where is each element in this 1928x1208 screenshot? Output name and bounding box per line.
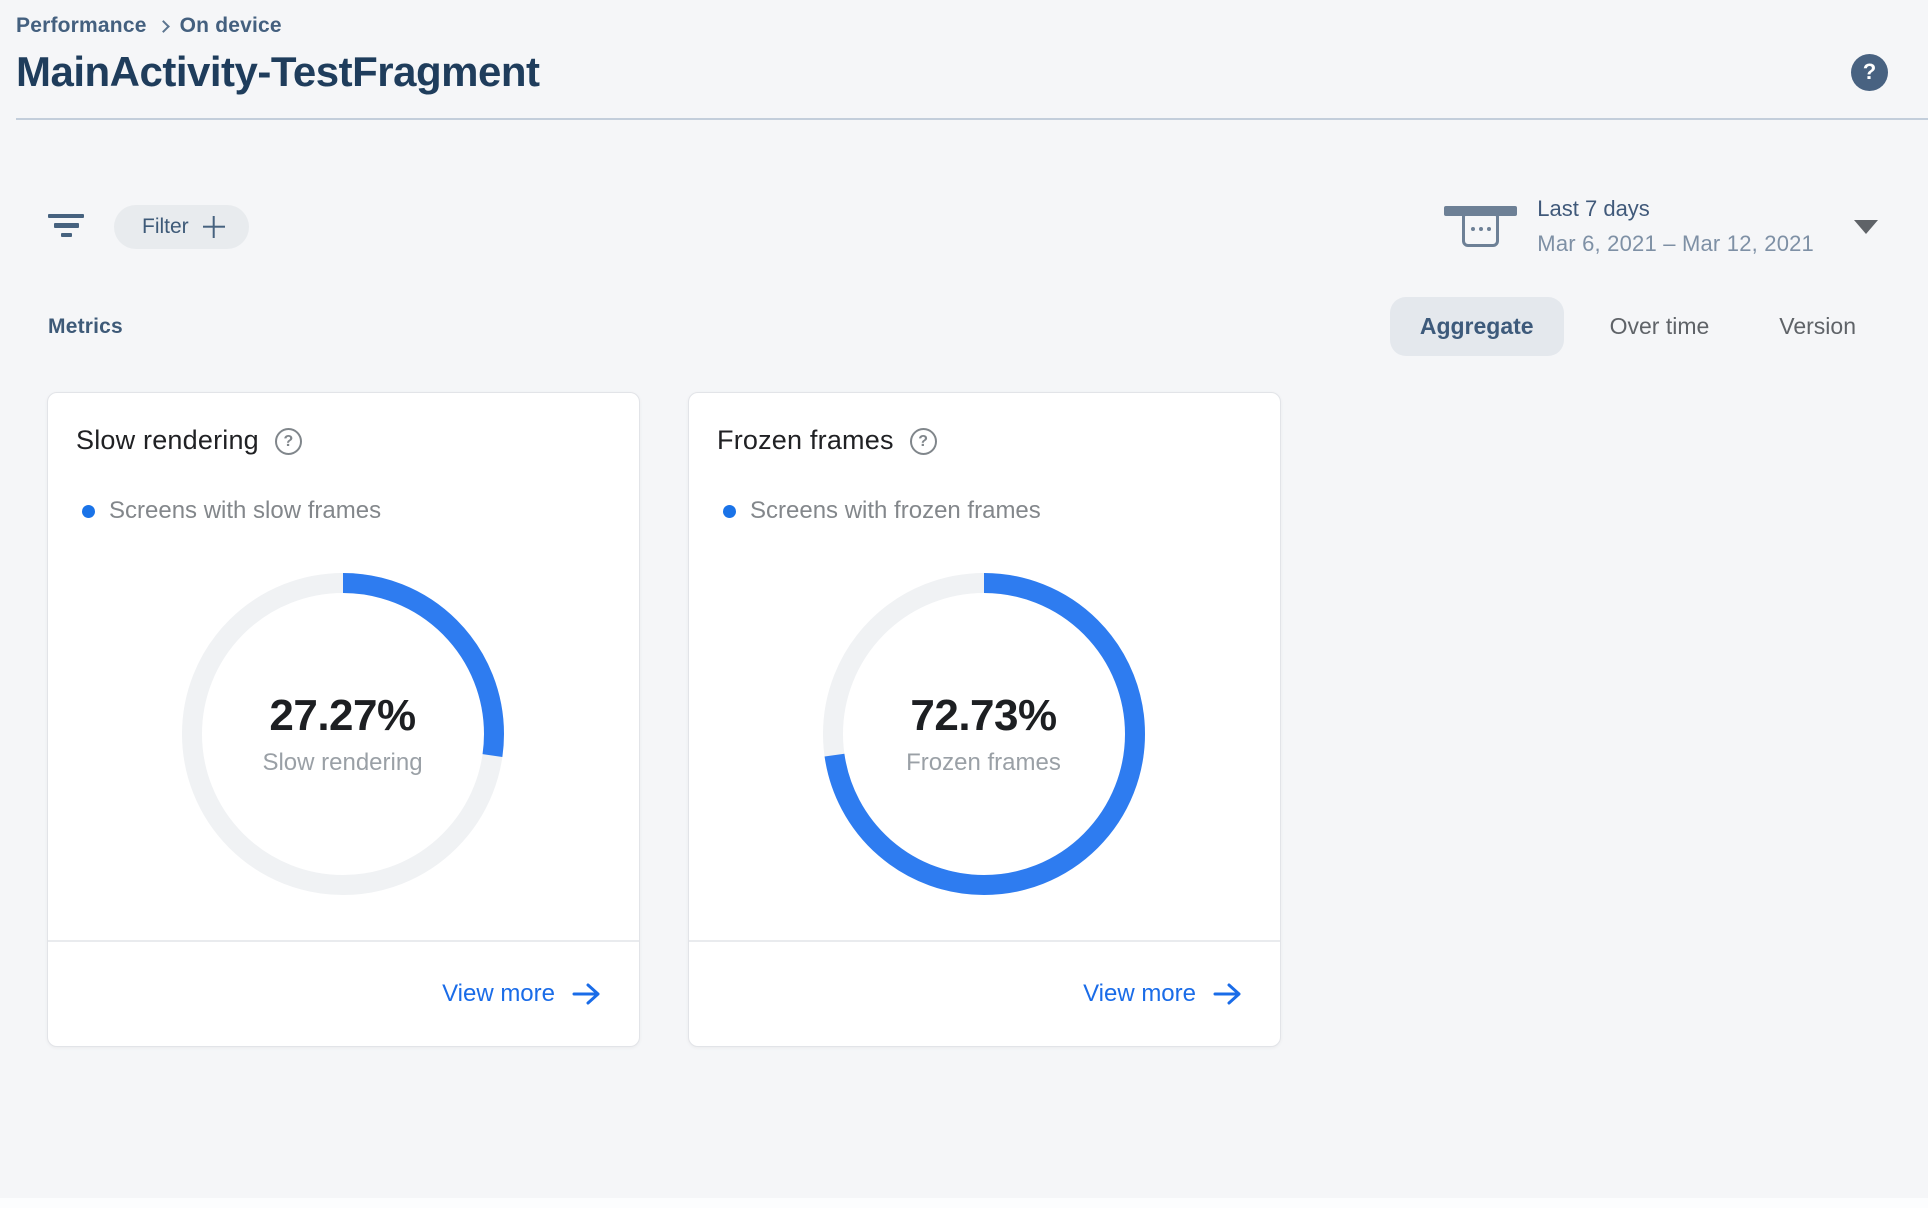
header-divider: [16, 118, 1928, 120]
slow-rendering-card-body: Slow rendering ? Screens with slow frame…: [48, 393, 639, 940]
legend-dot-icon: [723, 504, 736, 518]
card-title: Frozen frames: [717, 425, 894, 455]
arrow-right-icon[interactable]: [1212, 981, 1244, 1007]
legend: Screens with frozen frames: [723, 497, 1250, 525]
breadcrumb-item-on-device[interactable]: On device: [179, 14, 282, 37]
help-outline-icon[interactable]: ?: [909, 428, 937, 455]
page-title: MainActivity-TestFragment: [16, 48, 540, 95]
chevron-down-icon[interactable]: [1854, 219, 1878, 234]
legend-dot-icon: [82, 504, 95, 518]
filter-button-label: Filter: [142, 214, 189, 238]
arrow-right-icon[interactable]: [571, 981, 603, 1007]
date-range-dates: Mar 6, 2021 – Mar 12, 2021: [1537, 231, 1814, 256]
card-footer: View more: [689, 940, 1280, 1046]
view-more-link[interactable]: View more: [1083, 980, 1196, 1007]
date-range-picker[interactable]: Last 7 days Mar 6, 2021 – Mar 12, 2021: [1444, 196, 1878, 257]
page-header: Performance On device MainActivity-TestF…: [0, 0, 1928, 96]
frozen-frames-card-body: Frozen frames ? Screens with frozen fram…: [689, 393, 1280, 940]
slow-rendering-card: Slow rendering ? Screens with slow frame…: [47, 392, 640, 1047]
metrics-section-label: Metrics: [48, 314, 123, 338]
filter-button[interactable]: Filter: [114, 204, 249, 249]
plus-icon: [203, 216, 225, 238]
filter-controls: Filter: [48, 204, 249, 249]
frozen-frames-card: Frozen frames ? Screens with frozen fram…: [688, 392, 1281, 1047]
donut-chart: 72.73% Frozen frames: [822, 573, 1145, 895]
calendar-icon: [1444, 206, 1518, 247]
metrics-row: Metrics Aggregate Over time Version: [48, 297, 1880, 356]
date-range-texts: Last 7 days Mar 6, 2021 – Mar 12, 2021: [1537, 196, 1814, 257]
legend-label: Screens with frozen frames: [750, 497, 1041, 524]
donut-chart: 27.27% Slow rendering: [181, 573, 504, 895]
view-tabs: Aggregate Over time Version: [1389, 297, 1880, 356]
card-footer: View more: [48, 940, 639, 1046]
legend-label: Screens with slow frames: [109, 497, 382, 524]
tab-over-time[interactable]: Over time: [1609, 313, 1710, 339]
help-icon[interactable]: ?: [1851, 53, 1888, 91]
breadcrumb: Performance On device: [16, 14, 1888, 38]
tab-aggregate[interactable]: Aggregate: [1389, 297, 1564, 356]
title-row: MainActivity-TestFragment ?: [16, 48, 1888, 96]
breadcrumb-chevron-icon: [156, 20, 170, 33]
card-title: Slow rendering: [76, 425, 259, 455]
tab-version[interactable]: Version: [1779, 313, 1856, 339]
metric-cards: Slow rendering ? Screens with slow frame…: [47, 392, 1880, 1047]
breadcrumb-item-performance[interactable]: Performance: [16, 14, 147, 37]
date-range-label: Last 7 days: [1537, 196, 1650, 221]
legend: Screens with slow frames: [82, 497, 609, 525]
help-outline-icon[interactable]: ?: [274, 428, 302, 455]
filter-funnel-icon[interactable]: [48, 213, 84, 240]
view-more-link[interactable]: View more: [442, 980, 555, 1007]
bottom-strip: [0, 1198, 1928, 1208]
toolbar: Filter Last 7 days Mar 6, 2021 – Mar 12,…: [48, 196, 1878, 257]
